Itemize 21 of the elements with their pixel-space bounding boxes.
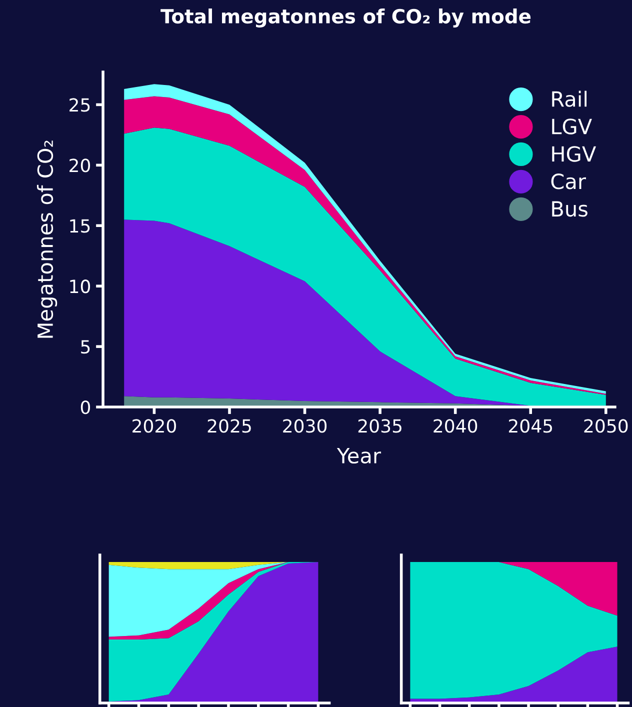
x-tick-label: 2050	[584, 419, 628, 433]
chart-title: Total megatonnes of CO₂ by mode	[160, 8, 531, 28]
legend-label: LGV	[552, 118, 592, 134]
x-tick-label: 2020	[132, 419, 176, 433]
legend-label: Rail	[552, 90, 587, 107]
y-tick-label: 0	[80, 400, 90, 414]
x-tick-label: 2030	[283, 419, 327, 433]
x-axis-title: Year	[336, 448, 382, 464]
y-tick-label: 25	[70, 98, 90, 112]
x-tick-label: 2045	[508, 419, 552, 433]
y-tick-label: 20	[70, 158, 90, 172]
y-tick-label: 5	[81, 340, 90, 354]
x-tick-label: 2025	[208, 419, 251, 433]
y-tick-label: 15	[70, 219, 90, 233]
y-tick-label: 10	[70, 280, 90, 294]
x-tick-label: 2040	[434, 419, 478, 433]
legend-label: HGV	[552, 146, 596, 162]
legend-label: Bus	[552, 201, 588, 217]
y-axis-title: Megatonnes of CO₂	[36, 140, 58, 338]
legend-label: Car	[551, 174, 586, 190]
x-tick-label: 2035	[358, 419, 402, 433]
